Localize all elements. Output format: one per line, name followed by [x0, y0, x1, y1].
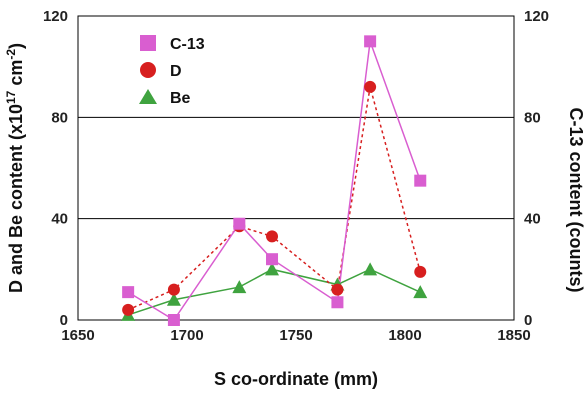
y-axis-title-left-sup2: -2: [4, 49, 18, 60]
y-left-tick-label-1: 40: [51, 211, 68, 228]
x-tick-label-4: 1850: [497, 327, 530, 344]
y-right-tick-label-0: 0: [524, 312, 532, 329]
y-left-tick-label-2: 80: [51, 109, 68, 126]
data-point-c-13-5: [364, 35, 377, 48]
y-axis-title-left-part2: cm: [6, 60, 26, 91]
y-axis-title-right: C-13 content (counts): [566, 107, 585, 292]
data-point-d-6: [414, 265, 427, 278]
data-point-be-3: [265, 262, 280, 276]
x-tick-label-2: 1750: [279, 327, 312, 344]
y-axis-title-left-part3: ): [6, 43, 26, 49]
legend-label-c-13: C-13: [170, 36, 205, 53]
data-point-c-13-2: [233, 217, 246, 230]
y-axis-title-left-part1: D and Be content (x10: [6, 104, 26, 293]
data-point-c-13-4: [331, 296, 344, 309]
data-point-be-6: [413, 285, 428, 299]
data-point-c-13-6: [414, 174, 427, 187]
data-point-d-0: [122, 303, 135, 316]
x-tick-label-1: 1700: [170, 327, 203, 344]
y-axis-title-left-sup1: 17: [4, 90, 18, 104]
series-lines: [127, 41, 421, 322]
legend-label-d: D: [170, 63, 182, 80]
data-point-c-13-3: [266, 253, 279, 266]
data-point-d-4: [331, 283, 344, 296]
y-left-tick-label-3: 120: [43, 8, 68, 25]
legend-label-be: Be: [170, 90, 191, 107]
y-left-tick-label-0: 0: [60, 312, 68, 329]
y-right-tick-label-3: 120: [524, 8, 549, 25]
plot-frame: [77, 15, 515, 321]
y-right-tick-label-2: 80: [524, 109, 541, 126]
data-point-d-1: [167, 283, 180, 296]
data-point-be-2: [232, 280, 247, 294]
data-point-c-13-1: [167, 314, 180, 326]
x-tick-label-0: 1650: [61, 327, 94, 344]
data-point-d-5: [364, 80, 377, 93]
data-point-d-3: [266, 230, 279, 243]
data-point-be-5: [363, 262, 378, 276]
x-tick-label-3: 1800: [388, 327, 421, 344]
legend-marker-be: [139, 89, 157, 104]
legend-marker-c-13: [140, 35, 156, 51]
legend: C-13 D Be: [139, 35, 205, 107]
series-markers: [121, 35, 428, 326]
series-line-c-13: [127, 41, 421, 322]
data-point-be-1: [166, 292, 181, 306]
gridlines: [78, 116, 514, 220]
data-point-c-13-0: [122, 286, 135, 299]
x-axis-title: S co-ordinate (mm): [214, 369, 378, 389]
y-right-tick-label-1: 40: [524, 211, 541, 228]
legend-marker-d: [140, 62, 156, 78]
y-axis-title-left: D and Be content (x1017 cm-2): [4, 43, 26, 293]
series-line-d: [127, 86, 421, 311]
